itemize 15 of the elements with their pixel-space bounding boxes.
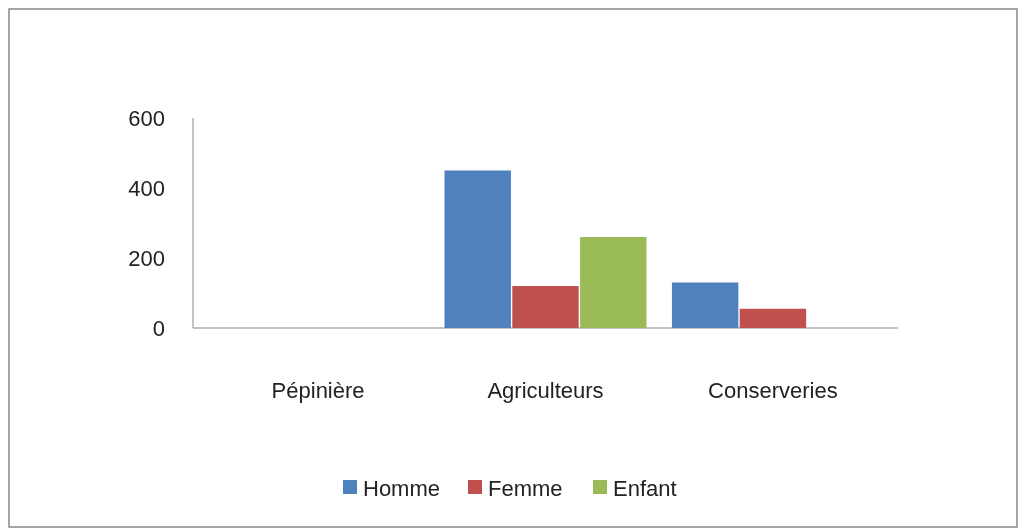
x-tick-label: Pépinière <box>271 378 365 403</box>
legend-label: Femme <box>488 475 563 501</box>
x-tick-label: Agriculteurs <box>487 378 604 403</box>
legend-label: Enfant <box>613 475 677 501</box>
y-tick-label: 600 <box>128 105 165 131</box>
x-tick-label: Conserveries <box>708 378 838 403</box>
legend-label: Homme <box>363 475 441 501</box>
y-tick-label: 200 <box>128 245 165 271</box>
bar <box>512 286 579 328</box>
y-tick-label: 400 <box>128 175 165 201</box>
bar <box>580 237 647 328</box>
bar <box>444 170 511 328</box>
y-tick-label: 0 <box>152 315 165 341</box>
bar <box>671 282 739 328</box>
bar <box>739 308 807 328</box>
